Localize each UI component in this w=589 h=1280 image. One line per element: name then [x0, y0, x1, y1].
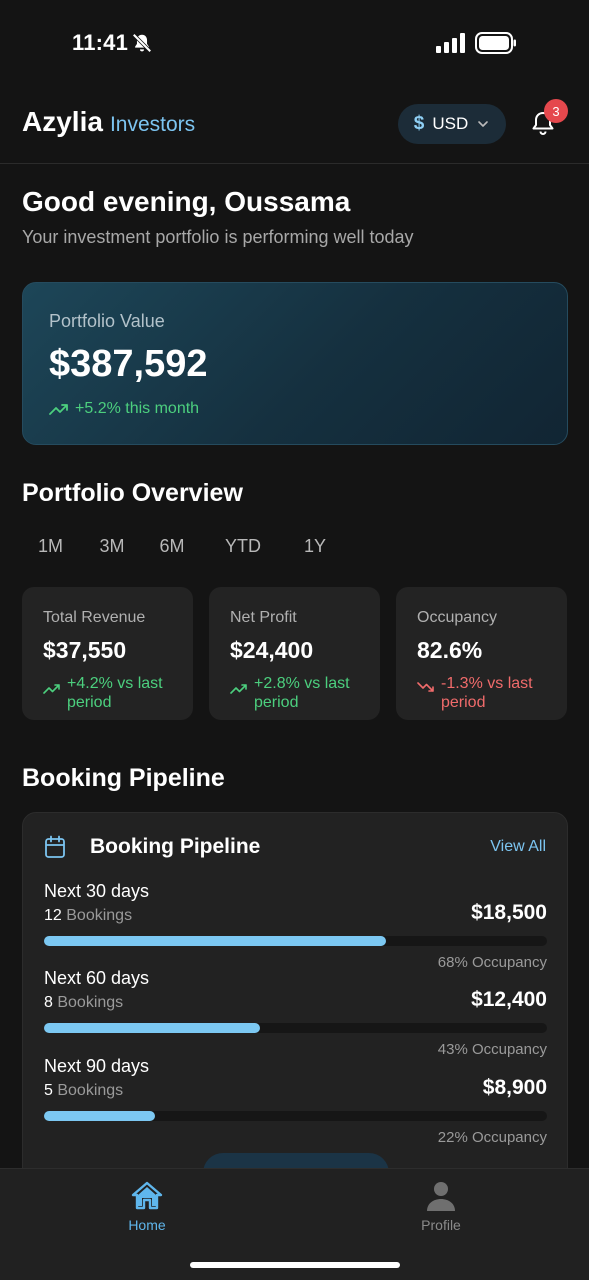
app-header: Azylia Investors $ USD [0, 88, 589, 164]
pipeline-period: Next 60 days [44, 968, 150, 988]
occupancy-bar-fill [44, 1023, 261, 1033]
user-icon [427, 1182, 455, 1211]
tab-ytd[interactable]: YTD [225, 535, 261, 556]
pipeline-amount: $18,500 [471, 901, 547, 924]
currency-symbol: $ [413, 113, 425, 134]
bookings-word: Bookings [66, 907, 133, 924]
greeting-subtitle: Your investment portfolio is performing … [22, 227, 414, 247]
tab-6m[interactable]: 6M [159, 535, 185, 556]
bottom-navigation: Home Profile [0, 1168, 589, 1280]
stats-row: Total Revenue $37,550 +4.2% vs last peri… [22, 587, 567, 720]
status-time: 11:41 [72, 30, 129, 55]
occupancy-bar [44, 1023, 547, 1033]
battery-icon [475, 32, 516, 54]
stat-value: 82.6% [417, 637, 483, 663]
overview-title: Portfolio Overview [22, 479, 243, 507]
brand-logo: Azylia Investors [22, 106, 195, 138]
home-indicator [190, 1262, 400, 1268]
stat-card-occupancy[interactable]: Occupancy 82.6% -1.3% vs last period [396, 587, 567, 720]
brand-name: Azylia [22, 106, 103, 137]
portfolio-change: +5.2% this month [49, 400, 199, 418]
stat-change: +4.2% vs last period [43, 674, 187, 712]
portfolio-change-text: +5.2% this month [75, 400, 200, 417]
stat-change-text: +4.2% vs last period [67, 675, 163, 711]
home-icon [131, 1181, 163, 1210]
status-bar: 11:41 [0, 0, 589, 88]
stat-label: Total Revenue [43, 609, 146, 626]
stat-card-total-revenue[interactable]: Total Revenue $37,550 +4.2% vs last peri… [22, 587, 193, 720]
stat-change-text: -1.3% vs last period [441, 675, 533, 711]
trending-down-icon [417, 682, 434, 692]
pipeline-section-title: Booking Pipeline [22, 764, 225, 792]
portfolio-value-label: Portfolio Value [49, 311, 165, 331]
trending-up-icon [230, 684, 247, 694]
pipeline-bookings: 12 Bookings [44, 907, 132, 925]
occupancy-bar-fill [44, 1111, 155, 1121]
tab-1m[interactable]: 1M [37, 535, 63, 556]
occupancy-bar [44, 936, 547, 946]
pipeline-amount: $8,900 [482, 1076, 547, 1099]
pipeline-bookings: 8 Bookings [44, 994, 123, 1012]
nav-home-label: Home [128, 1217, 166, 1233]
stat-label: Occupancy [417, 609, 498, 626]
cellular-signal-icon [436, 33, 465, 53]
stat-change-text: +2.8% vs last period [254, 675, 350, 711]
calendar-icon [45, 835, 65, 858]
stat-value: $37,550 [43, 637, 127, 663]
bookings-word: Bookings [57, 994, 124, 1011]
nav-home[interactable]: Home [87, 1179, 207, 1233]
greeting-title: Good evening, Oussama [22, 186, 351, 217]
bookings-count: 8 [44, 994, 53, 1011]
portfolio-value-card: Portfolio Value $387,592 +5.2% this mont… [22, 282, 568, 445]
portfolio-value-amount: $387,592 [49, 343, 208, 385]
pipeline-period: Next 30 days [44, 881, 150, 901]
stat-label: Net Profit [230, 609, 297, 626]
view-all-link[interactable]: View All [490, 838, 546, 855]
brand-subtitle: Investors [109, 113, 196, 136]
pipeline-row[interactable]: Next 30 days 12 Bookings $18,500 68% Occ… [44, 881, 547, 971]
stat-change: +2.8% vs last period [230, 674, 374, 712]
pipeline-row[interactable]: Next 60 days 8 Bookings $12,400 43% Occu… [44, 968, 547, 1058]
notification-badge: 3 [544, 99, 568, 123]
bell-muted-icon [132, 33, 152, 53]
pipeline-occupancy: 43% Occupancy [437, 1041, 547, 1058]
pipeline-bookings: 5 Bookings [44, 1082, 123, 1100]
currency-selector[interactable]: $ USD [398, 104, 506, 144]
occupancy-bar-fill [44, 936, 387, 946]
pipeline-row[interactable]: Next 90 days 5 Bookings $8,900 22% Occup… [44, 1056, 547, 1146]
stat-change: -1.3% vs last period [417, 674, 561, 712]
trending-up-icon [49, 404, 68, 415]
booking-pipeline-card: Booking Pipeline View All Next 30 days 1… [22, 812, 568, 1192]
bookings-count: 5 [44, 1082, 53, 1099]
pipeline-occupancy: 22% Occupancy [437, 1129, 547, 1146]
pipeline-period: Next 90 days [44, 1056, 150, 1076]
period-tabs: 1M 3M 6M YTD 1Y [22, 527, 327, 565]
bookings-word: Bookings [57, 1082, 124, 1099]
tab-1y[interactable]: 1Y [303, 535, 327, 556]
bookings-count: 12 [44, 907, 62, 924]
currency-label: USD [432, 114, 469, 133]
pipeline-card-title: Booking Pipeline [90, 835, 261, 858]
stat-value: $24,400 [230, 637, 314, 663]
nav-profile-label: Profile [421, 1217, 461, 1233]
pipeline-amount: $12,400 [471, 988, 547, 1011]
tab-3m[interactable]: 3M [99, 535, 125, 556]
stat-card-net-profit[interactable]: Net Profit $24,400 +2.8% vs last period [209, 587, 380, 720]
trending-up-icon [43, 684, 60, 694]
nav-profile[interactable]: Profile [381, 1179, 501, 1233]
occupancy-bar [44, 1111, 547, 1121]
chevron-down-icon [478, 121, 489, 127]
pipeline-occupancy: 68% Occupancy [437, 954, 547, 971]
